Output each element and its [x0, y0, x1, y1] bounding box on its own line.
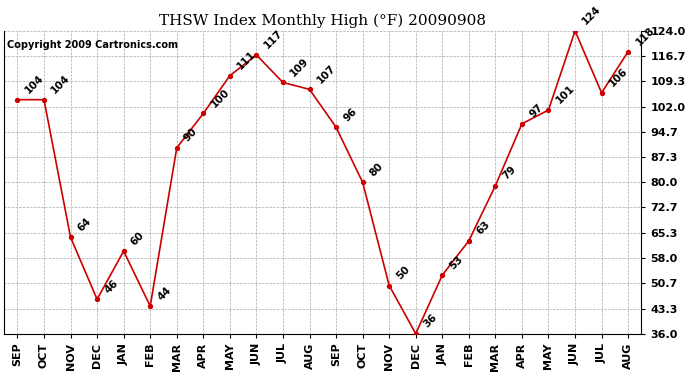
Text: 63: 63	[475, 219, 492, 237]
Text: 36: 36	[422, 312, 439, 330]
Text: 46: 46	[103, 278, 120, 295]
Text: 44: 44	[156, 285, 173, 302]
Text: 50: 50	[395, 264, 412, 281]
Text: 97: 97	[527, 102, 545, 120]
Text: 111: 111	[235, 49, 258, 72]
Text: 80: 80	[368, 161, 386, 178]
Text: 109: 109	[288, 56, 311, 78]
Text: Copyright 2009 Cartronics.com: Copyright 2009 Cartronics.com	[8, 40, 178, 50]
Text: 124: 124	[580, 4, 603, 27]
Text: 60: 60	[129, 230, 146, 247]
Text: 96: 96	[342, 106, 359, 123]
Title: THSW Index Monthly High (°F) 20090908: THSW Index Monthly High (°F) 20090908	[159, 14, 486, 28]
Text: 104: 104	[23, 73, 46, 96]
Text: 100: 100	[209, 87, 231, 109]
Text: 79: 79	[501, 164, 518, 182]
Text: 101: 101	[554, 83, 577, 106]
Text: 107: 107	[315, 63, 337, 85]
Text: 117: 117	[262, 28, 284, 51]
Text: 118: 118	[633, 25, 656, 47]
Text: 106: 106	[607, 66, 629, 88]
Text: 53: 53	[448, 254, 465, 271]
Text: 90: 90	[182, 126, 199, 144]
Text: 104: 104	[50, 73, 72, 96]
Text: 64: 64	[76, 216, 94, 233]
